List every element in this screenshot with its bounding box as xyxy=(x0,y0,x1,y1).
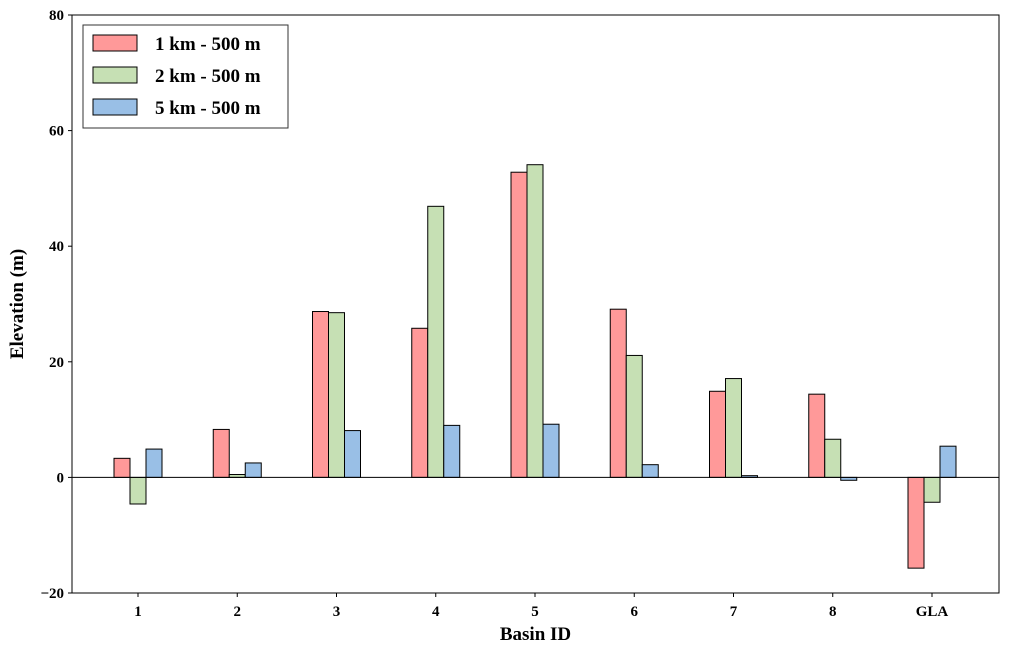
x-axis: 1 2 3 4 5 6 7 8 GLA xyxy=(134,593,948,620)
bar-8-series-2 xyxy=(824,438,842,478)
legend-entry: 1 km - 500 m xyxy=(155,34,261,55)
legend-swatch xyxy=(92,66,138,84)
y-tick-label: 80 xyxy=(49,8,64,24)
bar-3-series-3 xyxy=(344,430,361,478)
legend-swatch xyxy=(92,34,138,52)
x-axis-label: Basin ID xyxy=(500,624,571,645)
y-tick-label: 40 xyxy=(49,239,64,255)
bar-4-series-2 xyxy=(427,205,445,478)
y-tick-label: 20 xyxy=(49,355,64,371)
bar-gla-series-1 xyxy=(907,476,925,569)
x-tick-label: 5 xyxy=(531,604,539,620)
bar-1-series-2 xyxy=(129,476,147,505)
bar-1-series-3 xyxy=(145,448,163,478)
y-tick-label: 60 xyxy=(49,124,64,140)
x-tick-label: 6 xyxy=(631,604,639,620)
bar-8-series-1 xyxy=(808,393,826,478)
bar-6-series-1 xyxy=(609,308,627,478)
x-tick-label: 2 xyxy=(234,604,242,620)
bar-1-series-1 xyxy=(113,457,131,478)
bars-layer xyxy=(113,164,957,569)
x-tick-label: 3 xyxy=(333,604,341,620)
bar-5-series-3 xyxy=(542,423,560,478)
bar-2-series-1 xyxy=(212,428,230,478)
bar-4-series-1 xyxy=(411,327,429,478)
y-tick-label: 0 xyxy=(57,470,65,486)
bar-3-series-2 xyxy=(328,312,345,478)
legend: 1 km - 500 m 2 km - 500 m 5 km - 500 m xyxy=(82,24,289,129)
bar-gla-series-3 xyxy=(939,445,957,478)
bar-2-series-3 xyxy=(244,462,262,478)
x-tick-label: 1 xyxy=(134,604,142,620)
x-tick-label: 8 xyxy=(829,604,837,620)
x-tick-label: 4 xyxy=(432,604,440,620)
bar-gla-series-2 xyxy=(923,476,941,503)
y-tick-label: −20 xyxy=(40,586,64,602)
bar-7-series-1 xyxy=(709,390,726,478)
legend-entry: 5 km - 500 m xyxy=(155,98,261,119)
bar-6-series-3 xyxy=(641,464,659,478)
y-axis-label: Elevation (m) xyxy=(7,249,28,359)
x-tick-label: 7 xyxy=(730,604,738,620)
y-axis: −20 0 20 40 60 80 xyxy=(40,8,72,602)
bar-5-series-2 xyxy=(526,164,544,478)
bar-7-series-2 xyxy=(725,378,742,478)
bar-4-series-3 xyxy=(443,424,461,478)
bar-5-series-1 xyxy=(510,171,528,478)
legend-swatch xyxy=(92,98,138,116)
x-tick-label: GLA xyxy=(916,604,949,620)
bar-6-series-2 xyxy=(625,354,643,478)
legend-entry: 2 km - 500 m xyxy=(155,66,261,87)
bar-3-series-1 xyxy=(312,311,329,478)
